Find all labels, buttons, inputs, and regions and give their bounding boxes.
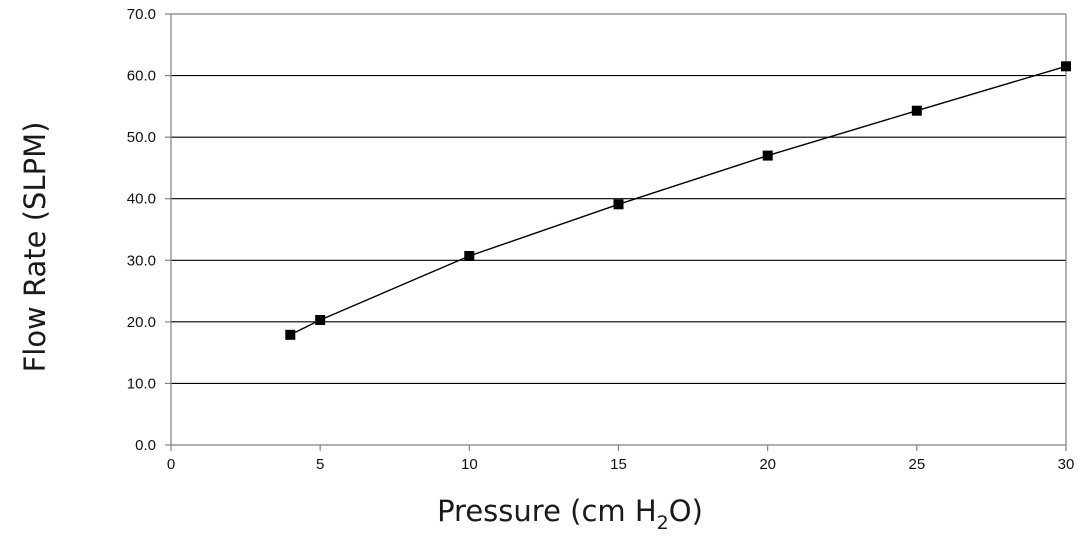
x-axis-title-end: O) xyxy=(669,494,703,528)
x-tick-label-1: 5 xyxy=(316,456,324,473)
y-axis-title: Flow Rate (SLPM) xyxy=(18,122,52,373)
x-tick-label-0: 0 xyxy=(167,456,175,473)
y-tick-label-5: 50.0 xyxy=(127,129,156,146)
x-axis-ticks: 0 5 10 15 20 25 30 xyxy=(167,445,1075,473)
series-layer xyxy=(285,61,1071,340)
series-line-0 xyxy=(289,65,1067,336)
x-tick-label-6: 30 xyxy=(1058,456,1075,473)
y-tick-label-2: 20.0 xyxy=(127,314,156,331)
y-tick-label-3: 30.0 xyxy=(127,252,156,269)
data-point-3 xyxy=(613,199,624,210)
y-tick-label-4: 40.0 xyxy=(127,191,156,208)
y-tick-label-6: 60.0 xyxy=(127,68,156,85)
data-point-4 xyxy=(762,150,773,161)
data-point-6 xyxy=(1061,61,1071,72)
x-tick-label-5: 25 xyxy=(908,456,925,473)
y-tick-label-7: 70.0 xyxy=(127,6,156,23)
y-tick-label-1: 10.0 xyxy=(127,375,156,392)
x-axis-title: Pressure (cm H2O) xyxy=(437,494,703,534)
y-tick-label-0: 0.0 xyxy=(135,437,156,454)
data-point-1 xyxy=(315,315,326,325)
data-point-0 xyxy=(285,329,296,340)
x-axis-title-subscript: 2 xyxy=(657,512,669,534)
x-tick-label-4: 20 xyxy=(759,456,776,473)
data-point-5 xyxy=(911,105,922,116)
x-tick-label-3: 15 xyxy=(610,456,627,473)
data-point-2 xyxy=(464,251,475,261)
x-axis-title-main: Pressure (cm H xyxy=(437,494,657,528)
x-tick-label-2: 10 xyxy=(461,456,478,473)
plot-frame xyxy=(170,13,1067,446)
y-axis-ticks: 0.0 10.0 20.0 30.0 40.0 50.0 60.0 70.0 xyxy=(127,6,171,454)
